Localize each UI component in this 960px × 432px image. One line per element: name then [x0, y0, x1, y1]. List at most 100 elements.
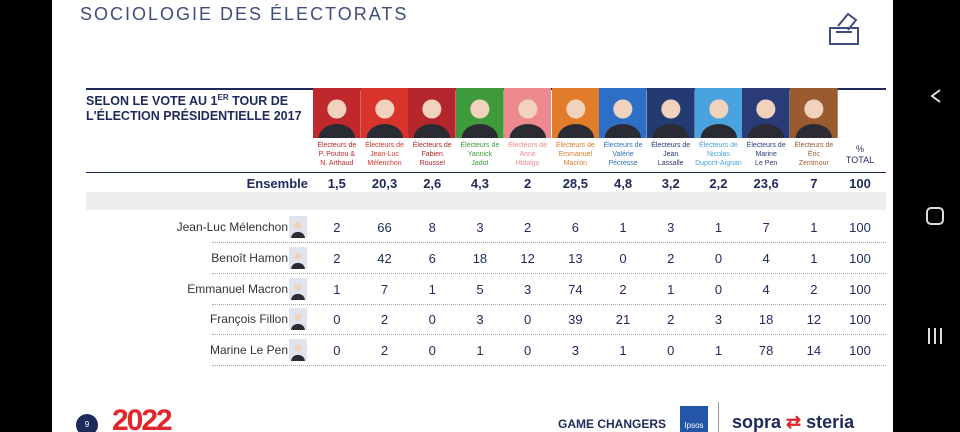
- cell: 0: [333, 312, 341, 328]
- back-button[interactable]: [930, 89, 941, 103]
- slide: SOCIOLOGIE DES ÉLECTORATS SELON LE VOTE …: [52, 0, 893, 432]
- cell: 0: [428, 343, 436, 359]
- column-header: Électeurs de Nicolas Dupont-Aignan: [695, 142, 742, 167]
- cell: 12: [806, 312, 822, 328]
- row-divider: [212, 365, 886, 367]
- cell: 1: [714, 220, 723, 235]
- rule: [86, 172, 886, 173]
- cell: 3: [476, 220, 484, 235]
- cell: 3: [714, 312, 723, 328]
- summary-cell: 4,3: [470, 176, 489, 191]
- row-photo: [289, 216, 307, 238]
- caption-text: SELON LE VOTE AU 1: [86, 94, 218, 109]
- separator: [718, 402, 719, 432]
- cell: 3: [476, 312, 484, 328]
- table-caption: SELON LE VOTE AU 1ER TOUR DE L'ÉLECTION …: [86, 90, 306, 124]
- cell: 2: [333, 220, 341, 235]
- summary-cell: 20,3: [371, 176, 398, 191]
- slide-title: SOCIOLOGIE DES ÉLECTORATS: [80, 4, 409, 24]
- column-header: Électeurs de Jean Lassalle: [651, 142, 691, 167]
- summary-total: 100: [849, 176, 871, 191]
- cell: 3: [667, 220, 675, 235]
- cell: 8: [428, 220, 436, 235]
- cell: 2: [619, 281, 627, 297]
- cell: 1: [810, 220, 818, 235]
- summary-cell: 23,6: [753, 176, 779, 191]
- candidate-photo: [503, 88, 552, 138]
- summary-cell: 7: [810, 176, 818, 191]
- cell: 2: [333, 250, 341, 266]
- ipsos-logo: Ipsos: [680, 406, 708, 432]
- row-label: François Fillon: [209, 312, 288, 327]
- cell: 0: [619, 250, 627, 266]
- cell: 2: [380, 312, 389, 328]
- summary-cell: 28,5: [562, 176, 588, 191]
- column-header: Électeurs de Éric Zemmour: [794, 142, 834, 167]
- cell: 5: [476, 281, 484, 297]
- cell: 2: [524, 220, 532, 235]
- column-header: Électeurs de Jean-Luc Mélenchon: [365, 142, 404, 167]
- column-header: Électeurs de Fabien Roussel: [412, 142, 452, 167]
- page-number: 9: [76, 414, 98, 432]
- candidate-photo: [313, 88, 361, 138]
- row-label: Benoît Hamon: [211, 250, 288, 265]
- cell: 13: [568, 250, 583, 266]
- row-total: 100: [849, 250, 871, 266]
- cell: 3: [524, 281, 532, 297]
- column-header: Électeurs de Yannick Jadot: [460, 142, 500, 167]
- cell: 0: [333, 343, 341, 359]
- cell: 4: [762, 250, 770, 266]
- row-divider: [212, 303, 886, 305]
- summary-label: Ensemble: [246, 176, 308, 191]
- row-total: 100: [849, 343, 871, 359]
- row-photo: [289, 308, 307, 331]
- candidate-photo: [456, 88, 504, 138]
- column-header: Électeurs de Anne Hidalgo: [508, 142, 548, 167]
- row-label: Jean-Luc Mélenchon: [176, 220, 288, 234]
- cell: 0: [714, 250, 723, 266]
- cell: 0: [524, 343, 532, 359]
- cell: 18: [758, 312, 774, 328]
- summary-cell: 2: [524, 176, 532, 191]
- cell: 0: [714, 281, 723, 297]
- logo-2022: 2022: [112, 404, 173, 432]
- cell: 0: [524, 312, 532, 328]
- cell: 1: [667, 281, 675, 297]
- cell: 7: [380, 281, 389, 297]
- gray-band: [86, 192, 886, 210]
- candidate-photo: [551, 88, 600, 138]
- row-total: 100: [849, 220, 871, 235]
- caption-sup: ER: [217, 93, 229, 102]
- row-label: Marine Le Pen: [209, 343, 288, 358]
- row-photo: [289, 246, 307, 269]
- recent-button[interactable]: [928, 328, 942, 344]
- cell: 39: [568, 312, 583, 328]
- cell: 21: [615, 312, 631, 328]
- cell: 6: [428, 250, 436, 266]
- sopra: sopra: [732, 412, 782, 432]
- candidate-photo: [790, 88, 838, 138]
- column-header: Électeurs de Marine Le Pen: [746, 142, 786, 167]
- summary-cell: 1,5: [327, 176, 346, 191]
- row-divider: [212, 272, 886, 274]
- cell: 1: [476, 343, 484, 359]
- cell: 2: [667, 250, 675, 266]
- home-button[interactable]: [926, 207, 944, 225]
- row-divider: [212, 242, 886, 243]
- cell: 3: [571, 343, 579, 359]
- row-photo: [289, 277, 307, 300]
- cell: 1: [619, 220, 627, 235]
- tagline: GAME CHANGERS: [558, 417, 667, 431]
- summary-cell: 3,2: [661, 176, 680, 191]
- candidate-photo: [694, 88, 743, 138]
- column-header: Électeurs de P. Poutou & N. Arthaud: [317, 142, 357, 167]
- cell: 14: [806, 343, 822, 359]
- candidate-photo: [742, 88, 790, 138]
- row-total: 100: [849, 281, 871, 297]
- cell: 1: [428, 281, 436, 297]
- cell: 12: [520, 250, 535, 266]
- cell: 42: [377, 250, 392, 266]
- vote-icon: [829, 12, 859, 45]
- steria: steria: [806, 412, 855, 432]
